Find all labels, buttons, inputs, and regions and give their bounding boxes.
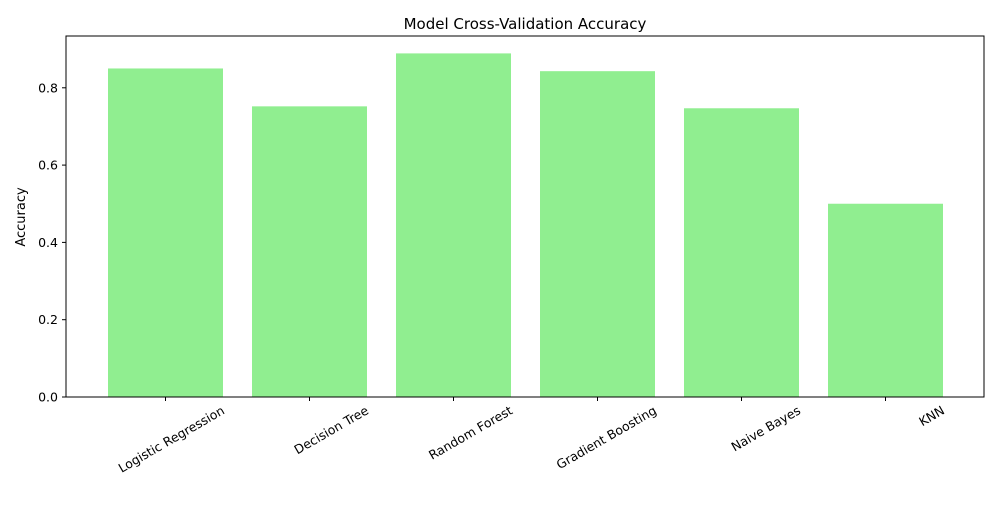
bar-random-forest bbox=[396, 53, 511, 397]
x-tick-label: Gradient Boosting bbox=[554, 403, 659, 472]
chart-title: Model Cross-Validation Accuracy bbox=[404, 15, 647, 33]
y-axis-label: Accuracy bbox=[14, 187, 29, 247]
y-tick-label: 0.2 bbox=[38, 312, 58, 327]
y-axis-ticks: 0.0 0.2 0.4 0.6 0.8 bbox=[38, 80, 66, 405]
x-tick-label: KNN bbox=[916, 403, 947, 429]
x-tick-label: Decision Tree bbox=[291, 402, 371, 457]
bar-decision-tree bbox=[252, 106, 367, 397]
bar-naive-bayes bbox=[684, 108, 799, 397]
bar-logistic-regression bbox=[108, 68, 223, 398]
bar-gradient-boosting bbox=[540, 71, 655, 398]
plot-frame bbox=[65, 35, 985, 398]
y-tick-label: 0.0 bbox=[38, 390, 58, 405]
y-tick-label: 0.8 bbox=[38, 80, 58, 95]
x-tick-label: Random Forest bbox=[426, 403, 515, 463]
y-tick-label: 0.6 bbox=[38, 158, 58, 173]
bar-knn bbox=[828, 203, 943, 397]
x-tick-label: Logistic Regression bbox=[116, 403, 227, 476]
y-tick-label: 0.4 bbox=[38, 235, 58, 250]
x-tick-label: Naive Bayes bbox=[728, 403, 803, 455]
bars-group bbox=[108, 53, 943, 398]
x-axis-ticks: Logistic Regression Decision Tree Random F… bbox=[116, 397, 947, 476]
